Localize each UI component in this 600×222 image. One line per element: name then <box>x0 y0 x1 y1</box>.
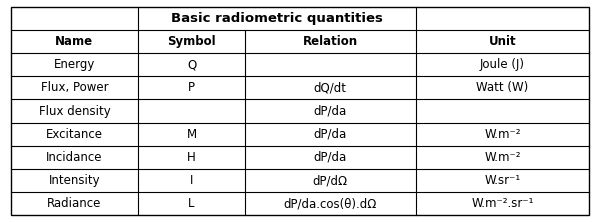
Text: dP/da: dP/da <box>314 105 347 117</box>
Text: Relation: Relation <box>303 35 358 48</box>
Text: Radiance: Radiance <box>47 197 101 210</box>
Text: Q: Q <box>187 58 196 71</box>
Text: W.m⁻²: W.m⁻² <box>484 151 521 164</box>
Text: Symbol: Symbol <box>167 35 216 48</box>
Text: Energy: Energy <box>54 58 95 71</box>
Text: Name: Name <box>55 35 94 48</box>
Text: W.m⁻²: W.m⁻² <box>484 128 521 141</box>
Text: H: H <box>187 151 196 164</box>
Text: P: P <box>188 81 195 94</box>
Text: Excitance: Excitance <box>46 128 103 141</box>
Text: I: I <box>190 174 193 187</box>
Text: dQ/dt: dQ/dt <box>314 81 347 94</box>
Text: L: L <box>188 197 195 210</box>
Text: Joule (J): Joule (J) <box>480 58 525 71</box>
Text: Unit: Unit <box>488 35 516 48</box>
Text: dP/da: dP/da <box>314 151 347 164</box>
Text: dP/dΩ: dP/dΩ <box>313 174 348 187</box>
Text: Incidance: Incidance <box>46 151 103 164</box>
Text: dP/da: dP/da <box>314 128 347 141</box>
Text: Intensity: Intensity <box>49 174 100 187</box>
Text: Basic radiometric quantities: Basic radiometric quantities <box>171 12 383 25</box>
Text: W.m⁻².sr⁻¹: W.m⁻².sr⁻¹ <box>471 197 533 210</box>
Text: M: M <box>187 128 197 141</box>
Text: W.sr⁻¹: W.sr⁻¹ <box>484 174 521 187</box>
Text: Flux, Power: Flux, Power <box>41 81 108 94</box>
Text: dP/da.cos(θ).dΩ: dP/da.cos(θ).dΩ <box>284 197 377 210</box>
Text: Flux density: Flux density <box>38 105 110 117</box>
Text: Watt (W): Watt (W) <box>476 81 529 94</box>
